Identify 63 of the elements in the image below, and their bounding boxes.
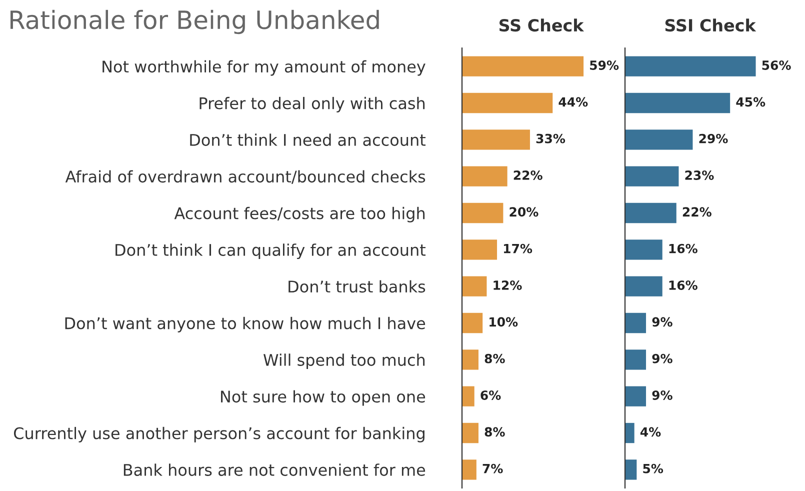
data-label: 22% xyxy=(682,207,712,217)
data-label: 9% xyxy=(652,354,672,364)
y-tick-label: Don’t trust banks xyxy=(288,280,426,293)
chart-title: SSI Check xyxy=(665,18,756,32)
data-label: 16% xyxy=(669,244,698,254)
bar xyxy=(462,276,487,296)
y-tick-label: Don’t want anyone to know how much I have xyxy=(65,316,426,332)
bar xyxy=(625,202,676,224)
bar xyxy=(625,92,730,114)
bar xyxy=(462,202,504,224)
data-label: 59% xyxy=(590,60,619,70)
bar xyxy=(625,312,646,334)
bar xyxy=(625,276,662,296)
data-label: 8% xyxy=(484,427,505,437)
bar xyxy=(625,240,662,260)
bar xyxy=(462,386,474,406)
data-label: 45% xyxy=(736,97,766,107)
bar xyxy=(625,460,637,480)
bar xyxy=(625,130,693,150)
y-tick-label: Not sure how to open one xyxy=(221,390,426,406)
bar xyxy=(462,312,483,334)
bar xyxy=(462,56,584,76)
bar xyxy=(625,350,646,370)
y-tick-label: Account fees/costs are too high xyxy=(174,206,425,222)
data-label: 5% xyxy=(643,464,664,474)
data-label: 20% xyxy=(510,207,538,217)
bar xyxy=(625,422,634,444)
y-tick-label: Not worthwhile for my amount of money xyxy=(102,60,426,76)
y-tick-label: Will spend too much xyxy=(264,354,425,370)
bar xyxy=(625,56,756,76)
data-label: 16% xyxy=(669,280,698,290)
data-label: 12% xyxy=(494,280,522,290)
y-tick-label: Prefer to deal only with cash xyxy=(200,96,425,112)
data-label: 9% xyxy=(652,317,672,327)
bar xyxy=(462,460,476,480)
bar xyxy=(462,166,508,186)
data-label: 56% xyxy=(762,60,791,70)
data-label: 29% xyxy=(699,134,728,144)
bar xyxy=(462,240,498,260)
y-tick-label: Don’t think I can qualify for an account xyxy=(116,244,426,260)
data-label: 6% xyxy=(480,390,501,400)
data-label: 22% xyxy=(514,170,542,180)
text: Rationale for Being Unbanked xyxy=(10,10,379,34)
bar xyxy=(462,130,530,150)
data-label: 9% xyxy=(652,390,672,400)
y-tick-label: Don’t think I need an account xyxy=(190,134,426,146)
bar xyxy=(462,422,478,444)
data-label: 33% xyxy=(536,134,566,144)
data-label: 8% xyxy=(484,354,505,364)
bar xyxy=(625,166,679,186)
data-label: 4% xyxy=(640,427,661,437)
y-tick-label: Afraid of overdrawn account/bounced checks xyxy=(65,170,426,184)
y-tick-label: Currently use another person’s account for banking xyxy=(14,426,424,442)
data-label: 17% xyxy=(504,244,532,254)
chart-title: SS Check xyxy=(499,18,584,32)
bar xyxy=(462,92,553,114)
bar xyxy=(625,386,646,406)
data-label: 7% xyxy=(482,464,503,474)
data-label: 23% xyxy=(685,170,714,180)
y-tick-label: Bank hours are not convenient for me xyxy=(124,464,426,476)
bar xyxy=(462,350,478,370)
data-label: 10% xyxy=(490,317,518,327)
data-label: 44% xyxy=(558,97,588,107)
